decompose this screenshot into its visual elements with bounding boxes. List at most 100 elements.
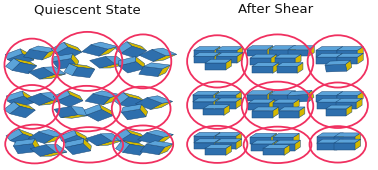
Polygon shape	[193, 91, 219, 95]
Polygon shape	[13, 139, 35, 146]
Polygon shape	[215, 95, 236, 102]
Polygon shape	[123, 144, 147, 155]
Polygon shape	[316, 47, 342, 50]
Polygon shape	[4, 102, 20, 114]
Polygon shape	[271, 54, 277, 65]
Polygon shape	[269, 46, 296, 49]
Polygon shape	[62, 135, 88, 147]
Polygon shape	[337, 92, 342, 102]
Polygon shape	[146, 141, 174, 147]
Polygon shape	[69, 64, 95, 69]
Polygon shape	[236, 98, 242, 109]
Polygon shape	[237, 53, 243, 63]
Polygon shape	[46, 144, 67, 152]
Polygon shape	[159, 144, 174, 155]
Polygon shape	[32, 139, 40, 151]
Polygon shape	[325, 64, 347, 72]
Polygon shape	[93, 91, 120, 98]
Polygon shape	[317, 143, 338, 150]
Polygon shape	[279, 107, 305, 111]
Polygon shape	[252, 63, 279, 66]
Polygon shape	[250, 54, 277, 58]
Polygon shape	[226, 145, 231, 155]
Polygon shape	[250, 133, 277, 137]
Polygon shape	[193, 95, 213, 102]
Polygon shape	[103, 95, 120, 105]
Polygon shape	[284, 145, 290, 155]
Polygon shape	[194, 47, 220, 50]
Polygon shape	[317, 137, 338, 144]
Polygon shape	[99, 64, 127, 68]
Polygon shape	[277, 63, 303, 66]
Polygon shape	[82, 45, 108, 56]
Polygon shape	[121, 104, 141, 112]
Polygon shape	[273, 103, 293, 110]
Text: Quiescent State: Quiescent State	[34, 3, 141, 16]
Polygon shape	[295, 54, 301, 65]
Polygon shape	[153, 54, 177, 61]
Polygon shape	[355, 133, 361, 144]
Polygon shape	[74, 130, 88, 141]
Polygon shape	[215, 91, 242, 95]
Polygon shape	[203, 105, 229, 108]
Polygon shape	[61, 115, 89, 118]
Polygon shape	[273, 63, 279, 73]
Polygon shape	[22, 91, 34, 103]
Polygon shape	[29, 46, 57, 52]
Polygon shape	[317, 133, 343, 137]
Polygon shape	[237, 47, 243, 57]
Polygon shape	[358, 92, 363, 102]
Polygon shape	[56, 95, 83, 107]
Polygon shape	[121, 109, 146, 120]
Polygon shape	[215, 139, 242, 143]
Polygon shape	[194, 132, 220, 136]
Polygon shape	[317, 139, 343, 143]
Polygon shape	[65, 143, 91, 155]
Polygon shape	[337, 92, 363, 95]
Polygon shape	[236, 132, 242, 143]
Polygon shape	[40, 152, 67, 156]
Polygon shape	[337, 95, 358, 102]
Polygon shape	[123, 92, 144, 101]
Polygon shape	[275, 54, 301, 58]
Polygon shape	[288, 49, 308, 56]
Polygon shape	[115, 129, 131, 141]
Polygon shape	[336, 102, 356, 109]
Polygon shape	[194, 53, 220, 56]
Polygon shape	[337, 50, 358, 57]
Polygon shape	[155, 134, 173, 144]
Polygon shape	[85, 134, 112, 146]
Polygon shape	[101, 133, 123, 141]
Polygon shape	[273, 107, 279, 118]
Polygon shape	[7, 54, 34, 66]
Polygon shape	[277, 66, 297, 73]
Polygon shape	[194, 139, 220, 143]
Polygon shape	[316, 53, 342, 57]
Polygon shape	[19, 129, 37, 139]
Polygon shape	[215, 136, 236, 143]
Polygon shape	[290, 91, 296, 101]
Polygon shape	[40, 74, 66, 79]
Polygon shape	[43, 67, 66, 74]
Polygon shape	[325, 109, 346, 116]
Polygon shape	[194, 56, 214, 63]
Polygon shape	[85, 94, 110, 105]
Polygon shape	[273, 99, 299, 103]
Polygon shape	[246, 95, 267, 101]
Polygon shape	[135, 98, 162, 109]
Polygon shape	[334, 139, 361, 143]
Polygon shape	[121, 46, 147, 58]
Polygon shape	[28, 67, 54, 79]
Polygon shape	[337, 53, 342, 64]
Polygon shape	[337, 53, 363, 57]
Polygon shape	[193, 102, 213, 109]
Polygon shape	[20, 49, 34, 60]
Polygon shape	[287, 90, 312, 96]
Polygon shape	[338, 139, 343, 150]
Polygon shape	[90, 56, 115, 68]
Polygon shape	[316, 92, 342, 95]
Polygon shape	[55, 47, 82, 59]
Polygon shape	[216, 56, 237, 63]
Polygon shape	[216, 53, 243, 56]
Polygon shape	[39, 130, 65, 137]
